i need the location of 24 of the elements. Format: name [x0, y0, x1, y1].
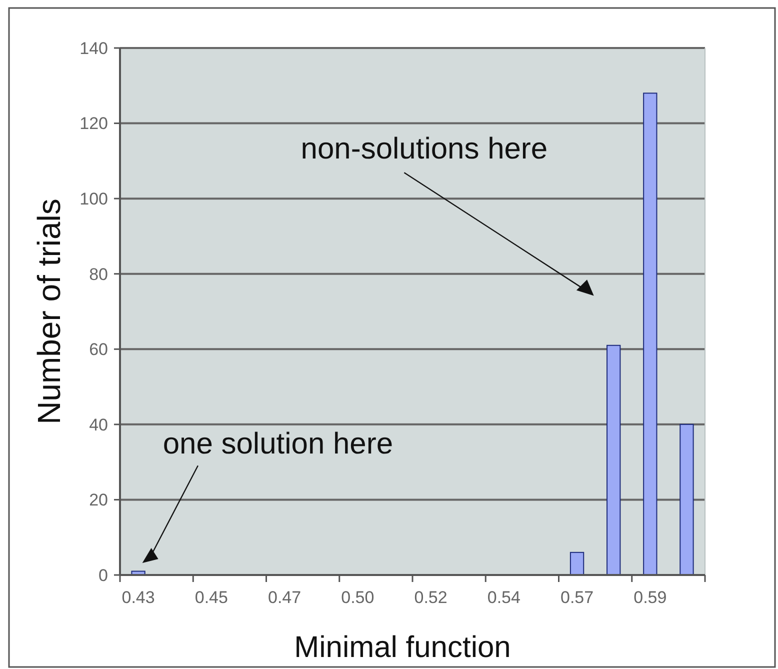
x-tick-label: 0.54 — [487, 588, 520, 607]
x-axis-title: Minimal function — [294, 631, 511, 664]
x-tick-label: 0.45 — [194, 588, 228, 607]
x-tick-label: 0.57 — [560, 588, 594, 607]
y-tick-label: 20 — [89, 490, 108, 510]
y-tick-label: 80 — [89, 264, 108, 284]
bar — [643, 92, 658, 576]
y-tick-label: 140 — [80, 38, 108, 58]
x-tick-label: 0.52 — [414, 588, 448, 607]
annotation: non-solutions here — [300, 132, 548, 166]
x-tick-label: 0.47 — [268, 588, 302, 607]
bar — [570, 552, 584, 576]
y-tick-label: 60 — [89, 340, 108, 360]
y-tick-label: 0 — [98, 566, 108, 585]
x-tick-label: 0.59 — [634, 588, 667, 607]
annotation: one solution here — [162, 428, 394, 461]
y-tick-label: 120 — [80, 114, 108, 134]
y-tick-label: 100 — [80, 190, 108, 209]
y-axis-title: Number of trials — [31, 198, 67, 424]
bar — [606, 344, 621, 576]
y-tick-label: 40 — [89, 415, 108, 434]
bar — [680, 424, 694, 576]
x-tick-label: 0.50 — [341, 588, 374, 607]
x-tick-label: 0.43 — [122, 588, 155, 607]
